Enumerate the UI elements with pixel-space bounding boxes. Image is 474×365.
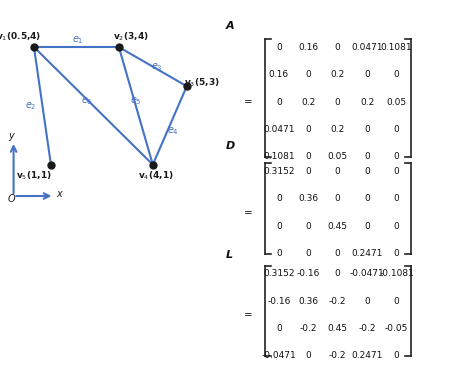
Text: 0.2: 0.2 <box>330 125 345 134</box>
Text: $\mathbf{v}_{2}$(3,4): $\mathbf{v}_{2}$(3,4) <box>113 31 148 43</box>
Text: $\mathbf{v}_{4}$(4,1): $\mathbf{v}_{4}$(4,1) <box>138 169 174 182</box>
Text: 0: 0 <box>276 98 282 107</box>
Text: 0: 0 <box>335 249 341 258</box>
Text: 0.2: 0.2 <box>301 98 315 107</box>
Text: 0.3152: 0.3152 <box>263 269 294 278</box>
Text: 0.45: 0.45 <box>328 222 348 231</box>
Text: 0: 0 <box>335 98 341 107</box>
Text: 0: 0 <box>364 153 370 161</box>
Text: 0.1081: 0.1081 <box>381 43 412 52</box>
Text: $e_{1}$: $e_{1}$ <box>73 34 84 46</box>
Text: =: = <box>245 97 253 107</box>
Text: $e_{6}$: $e_{6}$ <box>82 95 93 107</box>
Text: 0: 0 <box>394 351 400 360</box>
Text: 0.0471: 0.0471 <box>263 125 294 134</box>
Text: $\mathbf{v}_{1}$(0.5,4): $\mathbf{v}_{1}$(0.5,4) <box>0 31 41 43</box>
Text: -0.0471: -0.0471 <box>350 269 384 278</box>
Text: 0: 0 <box>364 195 370 203</box>
Text: 0: 0 <box>305 249 311 258</box>
Text: 0: 0 <box>276 195 282 203</box>
Text: D: D <box>226 141 235 151</box>
Text: 0: 0 <box>364 167 370 176</box>
Text: 0: 0 <box>276 249 282 258</box>
Text: 0: 0 <box>394 167 400 176</box>
Text: -0.2: -0.2 <box>358 324 376 333</box>
Text: $e_{4}$: $e_{4}$ <box>167 126 179 137</box>
Text: 0: 0 <box>364 297 370 306</box>
Text: -0.2: -0.2 <box>329 297 346 306</box>
Text: 0.05: 0.05 <box>328 153 348 161</box>
Text: -0.0471: -0.0471 <box>262 351 296 360</box>
Text: 0: 0 <box>394 222 400 231</box>
Text: 0.3152: 0.3152 <box>263 167 294 176</box>
Text: 0: 0 <box>394 297 400 306</box>
Text: 0: 0 <box>305 351 311 360</box>
Text: 0: 0 <box>335 195 341 203</box>
Text: 0: 0 <box>305 222 311 231</box>
Text: 0.1081: 0.1081 <box>263 153 295 161</box>
Text: 0: 0 <box>276 43 282 52</box>
Text: 0: 0 <box>335 167 341 176</box>
Text: 0: 0 <box>394 153 400 161</box>
Text: 0.05: 0.05 <box>386 98 407 107</box>
Text: 0.2: 0.2 <box>330 70 345 79</box>
Text: =: = <box>245 208 253 218</box>
Text: $O$: $O$ <box>8 192 17 204</box>
Text: 0.45: 0.45 <box>328 324 348 333</box>
Text: 0: 0 <box>305 70 311 79</box>
Text: 0: 0 <box>394 125 400 134</box>
Text: $y$: $y$ <box>9 131 17 143</box>
Text: 0.2471: 0.2471 <box>351 351 383 360</box>
Text: L: L <box>226 250 233 261</box>
Text: 0: 0 <box>394 70 400 79</box>
Text: 0: 0 <box>335 43 341 52</box>
Text: -0.2: -0.2 <box>329 351 346 360</box>
Text: -0.2: -0.2 <box>300 324 317 333</box>
Text: 0: 0 <box>305 167 311 176</box>
Text: 0: 0 <box>305 153 311 161</box>
Text: 0.2471: 0.2471 <box>351 249 383 258</box>
Text: 0.16: 0.16 <box>269 70 289 79</box>
Text: 0: 0 <box>305 125 311 134</box>
Text: 0.36: 0.36 <box>298 297 319 306</box>
Text: 0: 0 <box>335 269 341 278</box>
Text: 0: 0 <box>276 324 282 333</box>
Text: $e_{3}$: $e_{3}$ <box>151 61 163 73</box>
Text: -0.16: -0.16 <box>267 297 291 306</box>
Text: $\mathbf{v}_{5}$(1,1): $\mathbf{v}_{5}$(1,1) <box>16 169 52 182</box>
Text: 0: 0 <box>364 125 370 134</box>
Text: 0: 0 <box>394 249 400 258</box>
Text: 0: 0 <box>276 222 282 231</box>
Text: -0.1081: -0.1081 <box>379 269 414 278</box>
Text: $e_{5}$: $e_{5}$ <box>130 95 142 107</box>
Text: $e_{2}$: $e_{2}$ <box>25 100 36 112</box>
Text: 0: 0 <box>364 70 370 79</box>
Text: A: A <box>226 20 234 31</box>
Text: 0.16: 0.16 <box>298 43 319 52</box>
Text: 0: 0 <box>364 222 370 231</box>
Text: 0.2: 0.2 <box>360 98 374 107</box>
Text: -0.05: -0.05 <box>385 324 408 333</box>
Text: $x$: $x$ <box>56 189 64 199</box>
Text: 0.36: 0.36 <box>298 195 319 203</box>
Text: =: = <box>245 310 253 320</box>
Text: $\mathbf{v}_{3}$(5,3): $\mathbf{v}_{3}$(5,3) <box>184 76 220 89</box>
Text: -0.16: -0.16 <box>297 269 320 278</box>
Text: 0.0471: 0.0471 <box>351 43 383 52</box>
Text: 0: 0 <box>394 195 400 203</box>
